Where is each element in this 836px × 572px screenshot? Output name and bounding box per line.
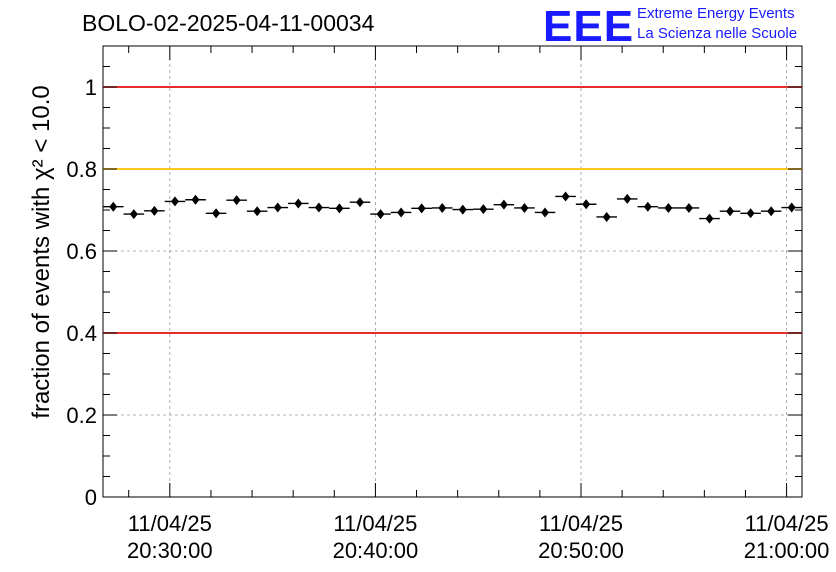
x-tick-label-time: 21:00:00: [744, 538, 830, 563]
x-tick-label-date: 11/04/25: [745, 511, 829, 536]
point-marker: [582, 199, 591, 210]
point-marker: [232, 195, 241, 206]
point-marker: [397, 207, 406, 218]
y-tick-label: 1: [85, 75, 97, 100]
point-marker: [787, 202, 796, 213]
x-tick-label-date: 11/04/25: [333, 511, 417, 536]
limit-lines: [103, 86, 802, 334]
point-marker: [767, 206, 776, 217]
data-point: [534, 207, 556, 218]
data-point: [637, 201, 659, 212]
data-point: [658, 202, 679, 213]
data-point: [760, 206, 782, 217]
axes: 00.20.40.60.8111/04/2520:30:0011/04/2520…: [66, 46, 829, 563]
logo-line-1: Extreme Energy Events: [637, 5, 795, 22]
point-marker: [355, 197, 364, 208]
point-marker: [541, 207, 550, 218]
point-marker: [253, 206, 262, 217]
y-tick-label: 0.8: [66, 157, 97, 182]
point-marker: [643, 201, 652, 212]
point-marker: [417, 203, 426, 214]
data-point: [781, 202, 802, 213]
point-marker: [746, 208, 755, 219]
data-points: [103, 191, 802, 224]
point-marker: [479, 204, 488, 215]
point-marker: [170, 196, 179, 207]
y-tick-label: 0.6: [66, 239, 97, 264]
point-marker: [499, 199, 508, 210]
data-point: [123, 209, 145, 220]
data-point: [719, 206, 741, 217]
y-tick-label: 0.2: [66, 403, 97, 428]
x-tick-label-date: 11/04/25: [539, 511, 623, 536]
data-point: [103, 201, 124, 212]
data-point: [288, 198, 309, 209]
data-point: [349, 197, 371, 208]
eee-logo: EEE: [543, 2, 635, 51]
point-marker: [520, 202, 529, 213]
point-marker: [273, 202, 282, 213]
data-point: [431, 202, 453, 213]
point-marker: [458, 204, 467, 215]
point-marker: [335, 203, 344, 214]
point-marker: [212, 208, 221, 219]
x-tick-label-date: 11/04/25: [128, 511, 212, 536]
data-point: [185, 194, 206, 205]
data-point: [411, 203, 432, 214]
point-marker: [129, 209, 138, 220]
data-point: [329, 203, 350, 214]
point-marker: [314, 202, 323, 213]
data-point: [678, 202, 700, 213]
y-tick-label: 0.4: [66, 321, 97, 346]
point-marker: [109, 201, 118, 212]
data-point: [205, 208, 227, 219]
point-marker: [705, 213, 714, 224]
data-point: [699, 213, 720, 224]
point-marker: [684, 202, 693, 213]
point-marker: [150, 205, 159, 216]
point-marker: [664, 202, 673, 213]
data-point: [226, 195, 247, 206]
grid-lines: [103, 46, 802, 497]
data-point: [596, 211, 617, 222]
data-point: [740, 208, 761, 219]
chart-title: BOLO-02-2025-04-11-00034: [82, 10, 375, 36]
data-point: [144, 205, 165, 216]
data-point: [514, 202, 535, 213]
data-point: [493, 199, 515, 210]
y-axis-label: fraction of events with χ² < 10.0: [28, 85, 55, 419]
data-point: [575, 199, 597, 210]
data-point: [555, 191, 576, 202]
point-marker: [191, 194, 200, 205]
logo-line-2: La Scienza nelle Scuole: [637, 25, 798, 42]
x-tick-label-time: 20:50:00: [538, 538, 624, 563]
data-point: [267, 202, 289, 213]
point-marker: [376, 209, 385, 220]
y-tick-label: 0: [85, 485, 97, 510]
point-marker: [602, 211, 611, 222]
point-marker: [726, 206, 735, 217]
data-point: [616, 193, 638, 204]
x-tick-label-time: 20:40:00: [333, 538, 419, 563]
data-point: [370, 209, 391, 220]
point-marker: [623, 193, 632, 204]
x-tick-label-time: 20:30:00: [127, 538, 213, 563]
data-point: [452, 204, 474, 215]
point-marker: [561, 191, 570, 202]
data-point: [246, 206, 268, 217]
point-marker: [294, 198, 303, 209]
data-point: [390, 207, 412, 218]
data-point: [473, 204, 494, 215]
point-marker: [438, 202, 447, 213]
data-point: [308, 202, 330, 213]
plot-frame: [102, 45, 803, 498]
data-point: [164, 196, 186, 207]
